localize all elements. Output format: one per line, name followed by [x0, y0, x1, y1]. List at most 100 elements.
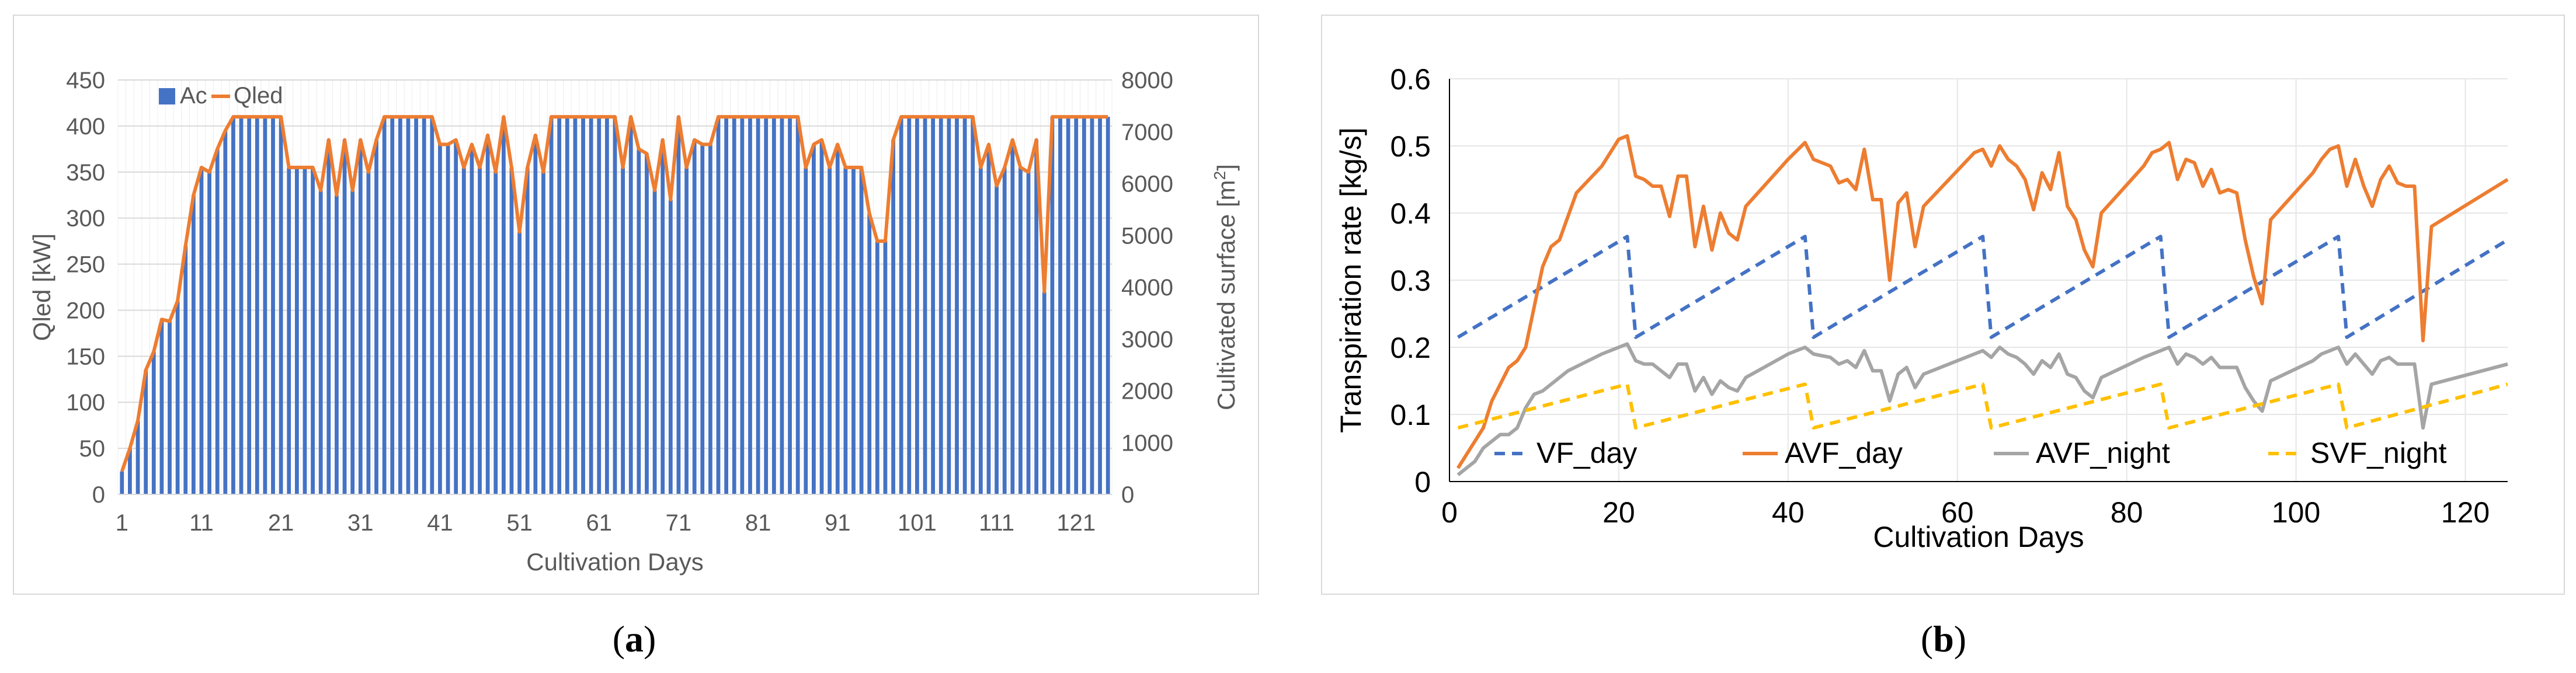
legend-label-vf-day: VF_day — [1536, 437, 1637, 469]
bar-ac — [311, 167, 315, 494]
y-axis-label: Qled [kW] — [28, 233, 55, 341]
bar-ac — [915, 117, 919, 495]
bar-ac — [335, 195, 339, 494]
bar-ac — [955, 117, 959, 495]
bar-ac — [660, 140, 665, 495]
x-tick-label: 61 — [586, 510, 613, 536]
bar-ac — [191, 195, 196, 494]
x-axis-label: Cultivation Days — [1873, 521, 2084, 553]
bar-ac — [804, 167, 808, 494]
bar-ac — [724, 117, 729, 495]
y2-axis-label-text: Cultivated surface [m — [1212, 180, 1240, 410]
bar-ac — [708, 144, 712, 494]
bar-ac — [342, 140, 347, 495]
bar-ac — [318, 190, 323, 494]
bar-ac — [597, 117, 602, 495]
bar-ac — [1090, 117, 1094, 495]
bar-ac — [700, 144, 705, 494]
bar-ac — [303, 167, 307, 494]
bar-ac — [899, 117, 903, 495]
bar-ac — [938, 117, 943, 495]
bar-ac — [159, 319, 164, 494]
legend-label-avf-day: AVF_day — [1785, 437, 1903, 469]
bar-ac — [1082, 117, 1086, 495]
bar-ac — [493, 172, 498, 494]
bar-ac — [628, 117, 633, 495]
y-tick-label: 400 — [66, 114, 105, 140]
y-tick-label: 0.1 — [1390, 399, 1431, 431]
x-tick-label: 100 — [2272, 496, 2320, 529]
bar-ac — [764, 117, 769, 495]
bar-ac — [183, 246, 188, 494]
bar-ac — [438, 144, 442, 494]
bar-ac — [740, 117, 745, 495]
bar-ac — [398, 117, 402, 495]
y2-axis-label: Cultivated surface [m2] — [1211, 164, 1240, 410]
chart-panel-b: 0 0.1 0.2 0.3 0.4 0.5 0.6 0 20 40 60 80 100 120 VF_day… — [1321, 15, 2565, 595]
bar-ac — [485, 135, 490, 494]
caption-a-letter: a — [625, 618, 644, 660]
x-tick-label: 21 — [268, 510, 294, 536]
bar-ac — [128, 448, 132, 494]
bar-ac — [263, 117, 267, 495]
bar-ac — [573, 117, 578, 495]
legend-label-avf-night: AVF_night — [2036, 437, 2170, 469]
caption-b-letter: b — [1933, 618, 1954, 660]
bar-ac — [891, 140, 895, 495]
bar-ac — [414, 117, 419, 495]
bar-ac — [120, 471, 124, 494]
bar-ac — [1098, 117, 1102, 495]
y2-tick-label: 8000 — [1121, 68, 1173, 93]
bar-ac — [795, 117, 800, 495]
y-tick-label: 450 — [66, 68, 105, 93]
bar-ac — [1026, 172, 1031, 494]
bar-ac — [684, 167, 689, 494]
bar-ac — [907, 117, 912, 495]
bar-ac — [1010, 140, 1015, 495]
bar-ac — [1106, 117, 1110, 495]
x-tick-label: 41 — [427, 510, 453, 536]
bar-ac — [859, 167, 864, 494]
y2-axis-label-bracket: ] — [1212, 164, 1240, 171]
y-tick-label: 250 — [66, 252, 105, 278]
x-tick-label: 80 — [2111, 496, 2143, 529]
bar-ac — [231, 117, 235, 495]
bar-ac — [541, 172, 545, 494]
y2-tick-label: 1000 — [1121, 430, 1173, 456]
bar-ac — [390, 117, 395, 495]
bar-ac — [716, 117, 721, 495]
x-tick-label: 60 — [1941, 496, 1974, 529]
bar-ac — [843, 167, 848, 494]
y-tick-label: 0.3 — [1390, 264, 1431, 297]
bar-ac — [835, 144, 840, 494]
y2-tick-label: 3000 — [1121, 327, 1173, 353]
y-tick-label: 50 — [79, 436, 106, 462]
bar-ac — [1018, 167, 1023, 494]
x-tick-label: 40 — [1772, 496, 1805, 529]
bar-ac — [652, 190, 657, 494]
y2-tick-label: 5000 — [1121, 223, 1173, 249]
bar-ac — [501, 117, 506, 495]
y-tick-label: 0 — [1414, 466, 1431, 498]
y2-tick-label: 0 — [1121, 482, 1134, 508]
bar-ac — [995, 186, 999, 494]
series-line-svf-night — [1457, 382, 2508, 430]
x-tick-label: 91 — [825, 510, 851, 536]
y-tick-label: 0.2 — [1390, 332, 1431, 364]
y2-tick-label: 6000 — [1121, 172, 1173, 197]
bar-ac — [1034, 140, 1039, 495]
bar-ac — [756, 117, 760, 495]
bar-ac — [604, 117, 609, 495]
y-tick-label: 200 — [66, 298, 105, 323]
bar-ac — [366, 172, 371, 494]
legend-label-svf-night: SVF_night — [2310, 437, 2447, 469]
bar-ac — [151, 351, 156, 494]
legend-label-ac: Ac — [180, 83, 207, 109]
caption-b: (b) — [1920, 618, 1967, 660]
series-line-vf-day — [1456, 235, 2509, 339]
bar-ac — [978, 167, 983, 494]
chart-panel-a: 0 50 100 150 200 250 300 350 400 450 0 1000 2000 3000… — [13, 15, 1259, 595]
y-tick-label: 0.5 — [1390, 130, 1431, 163]
bar-ac — [215, 149, 220, 495]
bar-ac — [1058, 117, 1062, 495]
